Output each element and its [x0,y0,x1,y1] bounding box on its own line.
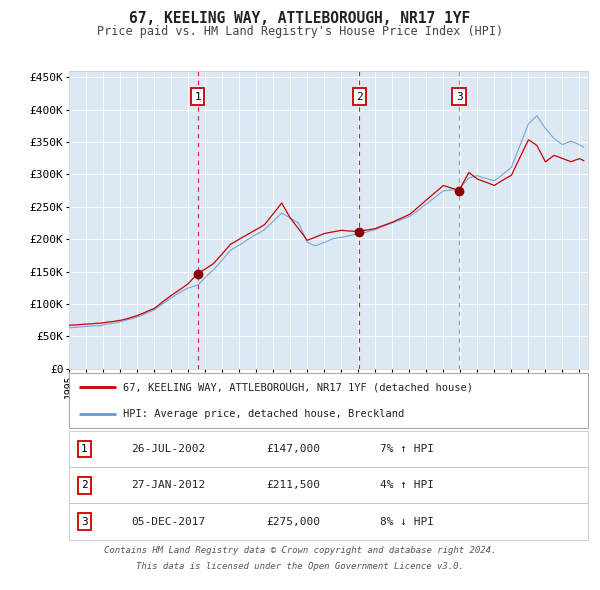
Text: HPI: Average price, detached house, Breckland: HPI: Average price, detached house, Brec… [124,409,405,419]
Text: £211,500: £211,500 [266,480,320,490]
Text: 05-DEC-2017: 05-DEC-2017 [131,517,206,527]
Text: 7% ↑ HPI: 7% ↑ HPI [380,444,434,454]
Text: This data is licensed under the Open Government Licence v3.0.: This data is licensed under the Open Gov… [136,562,464,571]
Text: Price paid vs. HM Land Registry's House Price Index (HPI): Price paid vs. HM Land Registry's House … [97,25,503,38]
Text: 2: 2 [81,480,88,490]
Text: £275,000: £275,000 [266,517,320,527]
Text: 1: 1 [194,91,201,101]
Text: 27-JAN-2012: 27-JAN-2012 [131,480,206,490]
Text: 26-JUL-2002: 26-JUL-2002 [131,444,206,454]
Text: £147,000: £147,000 [266,444,320,454]
Text: 3: 3 [81,517,88,527]
Text: 2: 2 [356,91,363,101]
Text: 1: 1 [81,444,88,454]
Text: Contains HM Land Registry data © Crown copyright and database right 2024.: Contains HM Land Registry data © Crown c… [104,546,496,555]
Text: 67, KEELING WAY, ATTLEBOROUGH, NR17 1YF: 67, KEELING WAY, ATTLEBOROUGH, NR17 1YF [130,11,470,25]
Text: 3: 3 [456,91,463,101]
Text: 67, KEELING WAY, ATTLEBOROUGH, NR17 1YF (detached house): 67, KEELING WAY, ATTLEBOROUGH, NR17 1YF … [124,382,473,392]
Text: 4% ↑ HPI: 4% ↑ HPI [380,480,434,490]
Text: 8% ↓ HPI: 8% ↓ HPI [380,517,434,527]
